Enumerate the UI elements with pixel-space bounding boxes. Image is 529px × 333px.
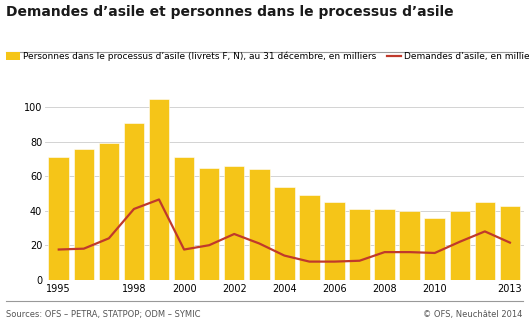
Bar	[475, 202, 495, 280]
Bar	[450, 211, 470, 280]
Bar	[98, 144, 119, 280]
Text: Demandes d’asile et personnes dans le processus d’asile: Demandes d’asile et personnes dans le pr…	[6, 5, 454, 19]
Bar	[199, 167, 220, 280]
Bar	[399, 211, 420, 280]
Bar	[149, 99, 169, 280]
Legend: Personnes dans le processus d’asile (livrets F, N), au 31 décembre, en milliers,: Personnes dans le processus d’asile (liv…	[6, 52, 529, 61]
Bar	[349, 209, 370, 280]
Bar	[324, 202, 345, 280]
Bar	[49, 157, 69, 280]
Text: © OFS, Neuchâtel 2014: © OFS, Neuchâtel 2014	[423, 310, 523, 319]
Bar	[299, 195, 320, 280]
Bar	[274, 186, 295, 280]
Bar	[124, 123, 144, 280]
Text: Sources: OFS – PETRA, STATPOP; ODM – SYMIC: Sources: OFS – PETRA, STATPOP; ODM – SYM…	[6, 310, 201, 319]
Bar	[424, 217, 445, 280]
Bar	[74, 149, 94, 280]
Bar	[224, 166, 244, 280]
Bar	[375, 209, 395, 280]
Bar	[500, 205, 520, 280]
Bar	[249, 169, 270, 280]
Bar	[174, 157, 194, 280]
